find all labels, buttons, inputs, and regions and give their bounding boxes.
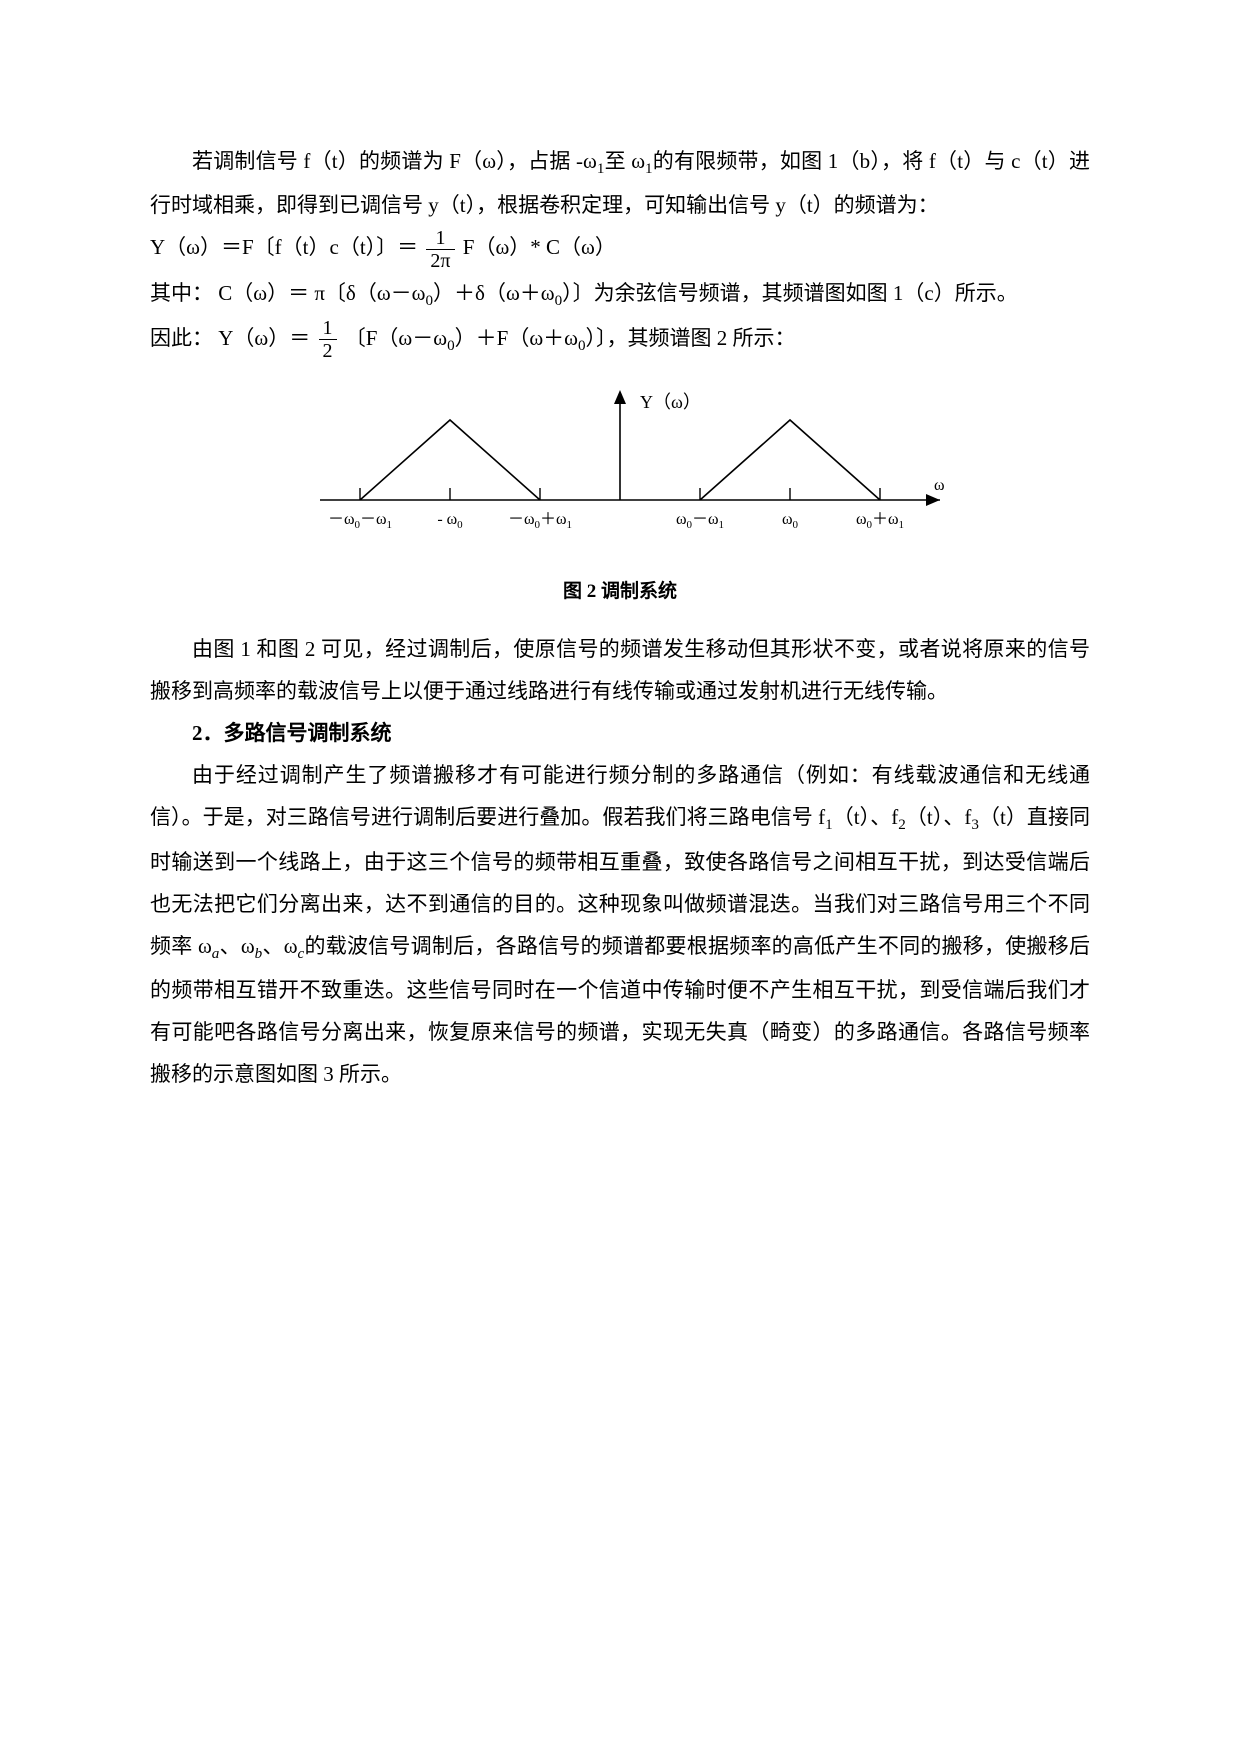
text: 若调制信号 f（t）的频谱为 F（ω），占据 -ω (192, 149, 597, 173)
text: ）〕，其频谱图 2 所示： (586, 326, 796, 350)
equation-2: 因此： Y（ω）＝ 1 2 〔F（ω－ω0）＋F（ω＋ω0）〕，其频谱图 2 所… (150, 317, 1090, 363)
text: 因此： Y（ω）＝ (150, 326, 316, 350)
subscript: 0 (555, 293, 563, 309)
subscript: 1 (597, 161, 605, 177)
page: 若调制信号 f（t）的频谱为 F（ω），占据 -ω1至 ω1的有限频带，如图 1… (0, 0, 1240, 1753)
text: 、ω (219, 934, 254, 958)
svg-text:Y（ω）: Y（ω） (640, 392, 701, 412)
subscript: 0 (425, 293, 433, 309)
subscript: c (298, 946, 305, 962)
subscript: 0 (578, 338, 586, 354)
subscript: a (212, 946, 220, 962)
text: 由图 1 和图 2 可见，经过调制后，使原信号的频谱发生移动但其形状不变，或者说… (150, 637, 1090, 703)
denominator: 2π (426, 249, 454, 272)
svg-text:- ω0: - ω0 (437, 511, 463, 531)
text: 2．多路信号调制系统 (192, 721, 392, 745)
text: ）＋F（ω＋ω (455, 326, 578, 350)
figure-2: Y（ω） ω －ω0－ω1 - ω0 －ω0＋ω1 ω0－ω1 ω0 ω0＋ω1 图 2 调制… (150, 380, 1090, 603)
numerator: 1 (319, 317, 337, 339)
text: ）〕为余弦信号频谱，其频谱图如图 1（c）所示。 (562, 281, 1018, 305)
text: 至 ω (604, 149, 645, 173)
svg-text:－ω0－ω1: －ω0－ω1 (328, 511, 392, 531)
fraction: 1 2π (426, 227, 454, 272)
eq-rhs: F（ω）* C（ω） (463, 235, 616, 259)
para-1: 若调制信号 f（t）的频谱为 F（ω），占据 -ω1至 ω1的有限频带，如图 1… (150, 140, 1090, 226)
subscript: 0 (447, 338, 455, 354)
svg-text:ω0: ω0 (782, 511, 799, 531)
subscript: 1 (645, 161, 653, 177)
subscript: 3 (971, 817, 979, 833)
para-4: 由于经过调制产生了频谱搬移才有可能进行频分制的多路通信（例如：有线载波通信和无线… (150, 754, 1090, 1095)
text: 〔F（ω－ω (345, 326, 447, 350)
text: （t）、f (906, 805, 972, 829)
para-3: 由图 1 和图 2 可见，经过调制后，使原信号的频谱发生移动但其形状不变，或者说… (150, 628, 1090, 712)
subscript: 1 (825, 817, 833, 833)
numerator: 1 (431, 227, 449, 249)
svg-text:－ω0＋ω1: －ω0＋ω1 (508, 511, 572, 531)
spectrum-diagram: Y（ω） ω －ω0－ω1 - ω0 －ω0＋ω1 ω0－ω1 ω0 ω0＋ω1 (260, 380, 980, 570)
fraction: 1 2 (319, 317, 337, 362)
para-2: 其中： C（ω）＝ π〔δ（ω－ω0）＋δ（ω＋ω0）〕为余弦信号频谱，其频谱图… (150, 272, 1090, 316)
svg-text:ω0－ω1: ω0－ω1 (676, 511, 724, 531)
text: ）＋δ（ω＋ω (433, 281, 555, 305)
heading-2: 2．多路信号调制系统 (150, 712, 1090, 754)
svg-text:ω: ω (934, 477, 945, 494)
text: （t）、f (833, 805, 899, 829)
eq-lhs: Y（ω）＝F〔f（t）c（t）〕＝ (150, 235, 423, 259)
denominator: 2 (319, 339, 337, 362)
subscript: 2 (898, 817, 906, 833)
figure-caption: 图 2 调制系统 (563, 576, 677, 603)
text: 其中： C（ω）＝ π〔δ（ω－ω (150, 281, 425, 305)
den-text: 2π (430, 250, 450, 272)
text: 、ω (262, 934, 297, 958)
svg-text:ω0＋ω1: ω0＋ω1 (856, 511, 904, 531)
subscript: b (255, 946, 263, 962)
equation-1: Y（ω）＝F〔f（t）c（t）〕＝ 1 2π F（ω）* C（ω） (150, 226, 1090, 272)
